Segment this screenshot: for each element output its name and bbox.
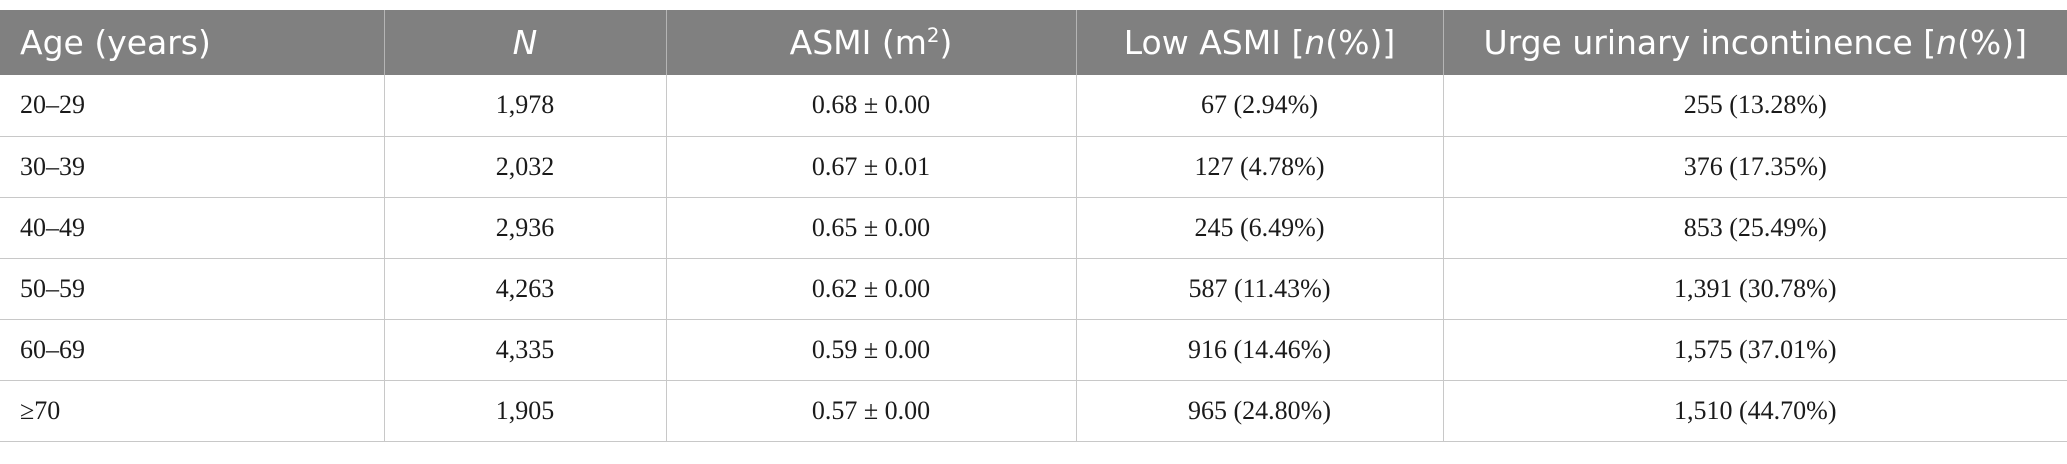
cell-urge: 255 (13.28%)	[1442, 75, 2067, 137]
header-asmi-suffix: )	[939, 23, 953, 62]
cell-age: 60–69	[0, 319, 384, 381]
cell-asmi: 0.68 ± 0.00	[665, 75, 1076, 137]
cell-asmi: 0.62 ± 0.00	[665, 258, 1076, 320]
header-urge-prefix: Urge urinary incontinence [	[1483, 23, 1937, 62]
header-asmi-superscript: 2	[926, 24, 940, 47]
cell-asmi: 0.57 ± 0.00	[665, 380, 1076, 442]
header-n: N	[383, 10, 666, 75]
cell-asmi: 0.65 ± 0.00	[665, 197, 1076, 259]
table-row: 40–49 2,936 0.65 ± 0.00 245 (6.49%) 853 …	[0, 197, 2067, 259]
header-asmi: ASMI (m2)	[665, 10, 1076, 75]
table-row: ≥70 1,905 0.57 ± 0.00 965 (24.80%) 1,510…	[0, 380, 2067, 442]
cell-n: 2,936	[383, 197, 666, 259]
table-row: 50–59 4,263 0.62 ± 0.00 587 (11.43%) 1,3…	[0, 258, 2067, 320]
cell-n: 1,978	[383, 75, 666, 137]
header-urge-suffix: (%)]	[1957, 23, 2028, 62]
cell-urge: 1,391 (30.78%)	[1442, 258, 2067, 320]
cell-low-asmi: 587 (11.43%)	[1075, 258, 1443, 320]
cell-asmi: 0.67 ± 0.01	[665, 136, 1076, 198]
table-row: 30–39 2,032 0.67 ± 0.01 127 (4.78%) 376 …	[0, 136, 2067, 198]
cell-age: ≥70	[0, 380, 384, 442]
header-row: Age (years) N ASMI (m2) Low ASMI [n(%)] …	[0, 10, 2067, 75]
header-age: Age (years)	[0, 10, 384, 75]
cell-n: 1,905	[383, 380, 666, 442]
cell-urge: 1,575 (37.01%)	[1442, 319, 2067, 381]
header-age-label: Age (years)	[20, 23, 211, 62]
table-body: 20–29 1,978 0.68 ± 0.00 67 (2.94%) 255 (…	[0, 75, 2067, 442]
cell-urge: 853 (25.49%)	[1442, 197, 2067, 259]
cell-n: 2,032	[383, 136, 666, 198]
header-low-asmi: Low ASMI [n(%)]	[1075, 10, 1443, 75]
cell-age: 20–29	[0, 75, 384, 137]
table-header: Age (years) N ASMI (m2) Low ASMI [n(%)] …	[0, 10, 2067, 75]
table-row: 20–29 1,978 0.68 ± 0.00 67 (2.94%) 255 (…	[0, 75, 2067, 137]
header-urge-incontinence: Urge urinary incontinence [n(%)]	[1442, 10, 2067, 75]
data-table: Age (years) N ASMI (m2) Low ASMI [n(%)] …	[0, 10, 2067, 442]
cell-low-asmi: 67 (2.94%)	[1075, 75, 1443, 137]
cell-age: 50–59	[0, 258, 384, 320]
table-row: 60–69 4,335 0.59 ± 0.00 916 (14.46%) 1,5…	[0, 319, 2067, 381]
cell-n: 4,263	[383, 258, 666, 320]
cell-urge: 1,510 (44.70%)	[1442, 380, 2067, 442]
header-low-asmi-suffix: (%)]	[1325, 23, 1396, 62]
cell-low-asmi: 127 (4.78%)	[1075, 136, 1443, 198]
header-low-asmi-prefix: Low ASMI [	[1123, 23, 1305, 62]
cell-asmi: 0.59 ± 0.00	[665, 319, 1076, 381]
cell-age: 40–49	[0, 197, 384, 259]
header-asmi-prefix: ASMI (m	[789, 23, 927, 62]
cell-urge: 376 (17.35%)	[1442, 136, 2067, 198]
header-low-asmi-n: n	[1304, 23, 1326, 62]
cell-n: 4,335	[383, 319, 666, 381]
cell-low-asmi: 245 (6.49%)	[1075, 197, 1443, 259]
header-urge-n: n	[1936, 23, 1958, 62]
cell-age: 30–39	[0, 136, 384, 198]
header-n-label: N	[512, 23, 538, 62]
cell-low-asmi: 965 (24.80%)	[1075, 380, 1443, 442]
cell-low-asmi: 916 (14.46%)	[1075, 319, 1443, 381]
